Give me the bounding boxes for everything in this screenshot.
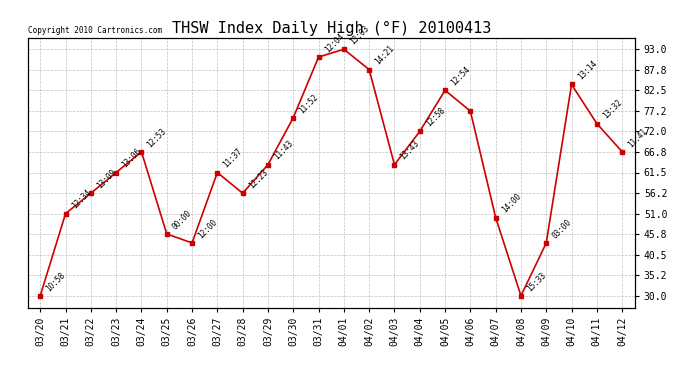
Text: 12:00: 12:00: [196, 217, 219, 240]
Text: 13:32: 13:32: [601, 98, 624, 121]
Text: 12:04: 12:04: [323, 32, 346, 54]
Text: Copyright 2010 Cartronics.com: Copyright 2010 Cartronics.com: [28, 26, 161, 35]
Text: 10:58: 10:58: [44, 270, 67, 293]
Text: 12:54: 12:54: [449, 65, 472, 87]
Text: 13:06: 13:06: [120, 147, 143, 170]
Text: 14:00: 14:00: [500, 192, 522, 215]
Text: 11:37: 11:37: [221, 147, 244, 170]
Text: 12:34: 12:34: [70, 188, 92, 211]
Text: 13:43: 13:43: [399, 139, 422, 162]
Text: 12:53: 12:53: [146, 126, 168, 149]
Text: 03:00: 03:00: [551, 217, 573, 240]
Text: 11:43: 11:43: [272, 139, 295, 162]
Text: 14:21: 14:21: [373, 44, 396, 67]
Text: 11:41: 11:41: [627, 126, 649, 149]
Title: THSW Index Daily High (°F) 20100413: THSW Index Daily High (°F) 20100413: [172, 21, 491, 36]
Text: 13:14: 13:14: [575, 59, 598, 82]
Text: 12:23: 12:23: [247, 168, 270, 190]
Text: 00:00: 00:00: [171, 209, 194, 231]
Text: 11:52: 11:52: [297, 92, 320, 115]
Text: 13:03: 13:03: [348, 24, 371, 46]
Text: 12:58: 12:58: [424, 106, 446, 129]
Text: 13:09: 13:09: [95, 168, 118, 190]
Text: 15:33: 15:33: [525, 270, 548, 293]
